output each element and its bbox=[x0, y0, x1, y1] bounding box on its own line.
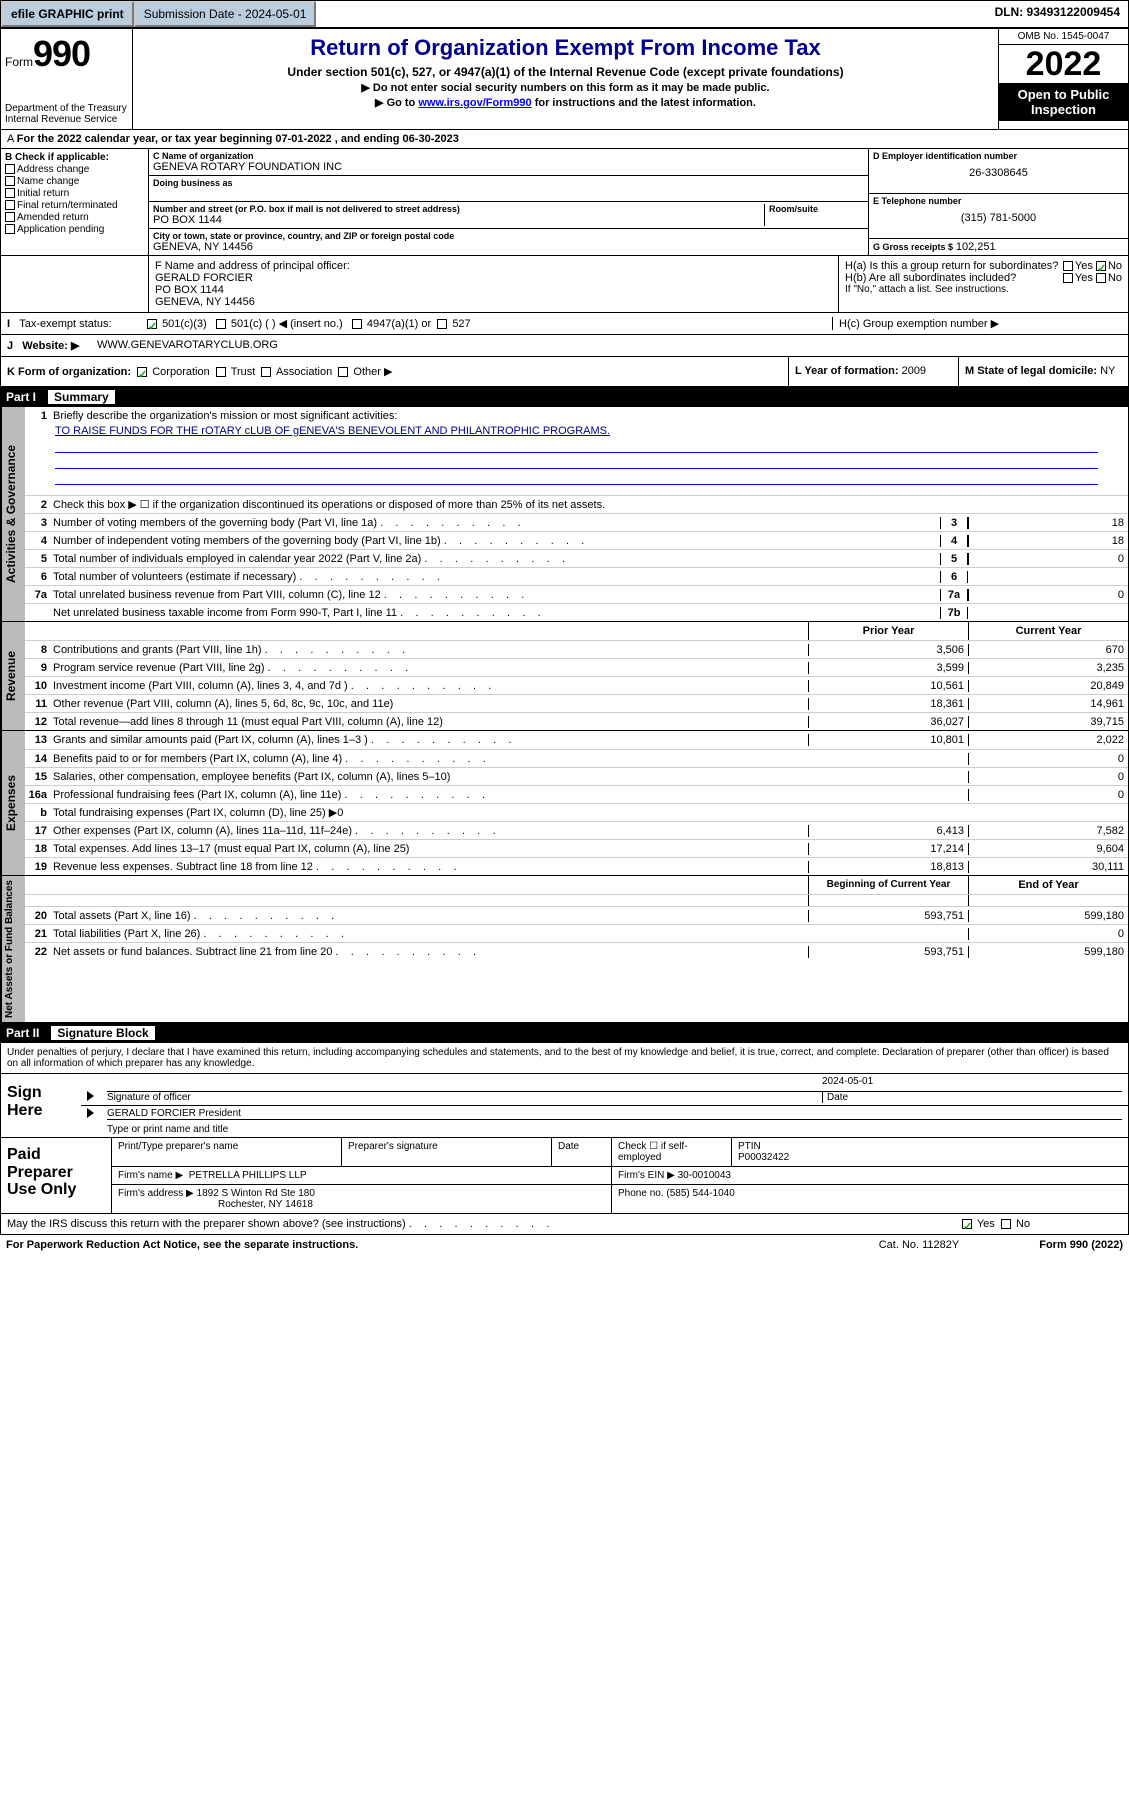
expenses-section: Expenses 13Grants and similar amounts pa… bbox=[0, 731, 1129, 876]
perjury-declaration: Under penalties of perjury, I declare th… bbox=[1, 1043, 1128, 1074]
governance-section: Activities & Governance 1Briefly describ… bbox=[0, 407, 1129, 622]
signature-block: Under penalties of perjury, I declare th… bbox=[0, 1043, 1129, 1138]
vtab-revenue: Revenue bbox=[1, 622, 25, 730]
form-note1: ▶ Do not enter social security numbers o… bbox=[137, 81, 994, 94]
vtab-expenses: Expenses bbox=[1, 731, 25, 875]
officer-sig-name: GERALD FORCIER President bbox=[107, 1108, 1122, 1120]
open-inspection: Open to Public Inspection bbox=[999, 83, 1128, 121]
phone-lbl: E Telephone number bbox=[873, 196, 1124, 206]
firm-addr1: 1892 S Winton Rd Ste 180 bbox=[197, 1188, 315, 1199]
cb-501c3[interactable]: ✓ bbox=[147, 319, 157, 329]
revenue-section: Revenue Prior YearCurrent Year 8Contribu… bbox=[0, 622, 1129, 731]
net-assets-section: Net Assets or Fund Balances Beginning of… bbox=[0, 876, 1129, 1023]
firm-name: PETRELLA PHILLIPS LLP bbox=[189, 1170, 307, 1181]
phone: (315) 781-5000 bbox=[873, 212, 1124, 224]
street-address: PO BOX 1144 bbox=[153, 214, 764, 226]
cb-initial[interactable]: Initial return bbox=[5, 188, 144, 199]
vtab-net-assets: Net Assets or Fund Balances bbox=[1, 876, 25, 1022]
efile-btn[interactable]: efile GRAPHIC print bbox=[1, 1, 134, 27]
dba-lbl: Doing business as bbox=[153, 178, 864, 188]
info-grid: B Check if applicable: Address change Na… bbox=[0, 149, 1129, 256]
omb-number: OMB No. 1545-0047 bbox=[999, 29, 1128, 45]
officer-addr1: PO BOX 1144 bbox=[155, 284, 832, 296]
paid-preparer-label: Paid Preparer Use Only bbox=[1, 1138, 111, 1213]
sig-date: 2024-05-01 bbox=[822, 1076, 1122, 1087]
firm-phone: (585) 544-1040 bbox=[666, 1188, 734, 1199]
cb-pending[interactable]: Application pending bbox=[5, 224, 144, 235]
cb-final[interactable]: Final return/terminated bbox=[5, 200, 144, 211]
officer-lbl: F Name and address of principal officer: bbox=[155, 260, 832, 272]
part-i-header: Part ISummary bbox=[0, 387, 1129, 407]
submission-date: Submission Date - 2024-05-01 bbox=[134, 1, 317, 27]
cb-corporation[interactable]: ✓ bbox=[137, 367, 147, 377]
state-domicile: NY bbox=[1100, 365, 1115, 377]
row-tax-status: I Tax-exempt status: ✓ 501(c)(3) 501(c) … bbox=[0, 313, 1129, 335]
topbar: efile GRAPHIC print Submission Date - 20… bbox=[0, 0, 1129, 28]
dept-label: Department of the Treasury Internal Reve… bbox=[5, 103, 128, 125]
ptin: P00032422 bbox=[738, 1152, 789, 1163]
firm-addr2: Rochester, NY 14618 bbox=[218, 1199, 313, 1210]
form-ref: Form 990 (2022) bbox=[1039, 1239, 1123, 1251]
preparer-block: Paid Preparer Use Only Print/Type prepar… bbox=[0, 1138, 1129, 1214]
tax-period: A For the 2022 calendar year, or tax yea… bbox=[0, 130, 1129, 149]
irs-discuss-question: May the IRS discuss this return with the… bbox=[0, 1214, 1129, 1235]
firm-ein: 30-0010043 bbox=[678, 1170, 731, 1181]
footer: For Paperwork Reduction Act Notice, see … bbox=[0, 1235, 1129, 1255]
cb-amended[interactable]: Amended return bbox=[5, 212, 144, 223]
cb-discuss-yes[interactable]: ✓ bbox=[962, 1219, 972, 1229]
form-subtitle: Under section 501(c), 527, or 4947(a)(1)… bbox=[137, 65, 994, 79]
city-lbl: City or town, state or province, country… bbox=[153, 231, 864, 241]
ein: 26-3308645 bbox=[873, 167, 1124, 179]
form-prefix: Form bbox=[5, 55, 33, 69]
dln: DLN: 93493122009454 bbox=[987, 1, 1128, 27]
line3-val: 18 bbox=[968, 517, 1128, 529]
gross-receipts: 102,251 bbox=[956, 241, 996, 253]
tax-year: 2022 bbox=[999, 45, 1128, 83]
col-b-checkboxes: B Check if applicable: Address change Na… bbox=[1, 149, 149, 255]
city-state-zip: GENEVA, NY 14456 bbox=[153, 241, 864, 253]
vtab-governance: Activities & Governance bbox=[1, 407, 25, 621]
form-title: Return of Organization Exempt From Incom… bbox=[137, 35, 994, 61]
org-name: GENEVA ROTARY FOUNDATION INC bbox=[153, 161, 864, 173]
officer-addr2: GENEVA, NY 14456 bbox=[155, 296, 832, 308]
row-f-h: F Name and address of principal officer:… bbox=[0, 256, 1129, 313]
form-number: 990 bbox=[33, 33, 90, 74]
irs-link[interactable]: www.irs.gov/Form990 bbox=[418, 97, 531, 109]
form-note2: ▶ Go to www.irs.gov/Form990 for instruct… bbox=[137, 96, 994, 109]
cat-no: Cat. No. 11282Y bbox=[879, 1239, 960, 1251]
cb-address[interactable]: Address change bbox=[5, 164, 144, 175]
year-formation: 2009 bbox=[902, 365, 926, 377]
website-url[interactable]: WWW.GENEVAROTARYCLUB.ORG bbox=[97, 339, 278, 352]
addr-lbl: Number and street (or P.O. box if mail i… bbox=[153, 204, 764, 214]
sign-here-label: Sign Here bbox=[1, 1074, 81, 1137]
row-k-l-m: K Form of organization: ✓ Corporation Tr… bbox=[0, 357, 1129, 387]
mission-text: TO RAISE FUNDS FOR THE rOTARY cLUB OF gE… bbox=[25, 425, 1128, 437]
row-website: J Website: ▶ WWW.GENEVAROTARYCLUB.ORG bbox=[0, 335, 1129, 357]
officer-name: GERALD FORCIER bbox=[155, 272, 832, 284]
cb-name[interactable]: Name change bbox=[5, 176, 144, 187]
ein-lbl: D Employer identification number bbox=[873, 151, 1124, 161]
part-ii-header: Part IISignature Block bbox=[0, 1023, 1129, 1043]
form-header: Form990 Department of the Treasury Inter… bbox=[0, 28, 1129, 130]
org-name-lbl: C Name of organization bbox=[153, 151, 864, 161]
